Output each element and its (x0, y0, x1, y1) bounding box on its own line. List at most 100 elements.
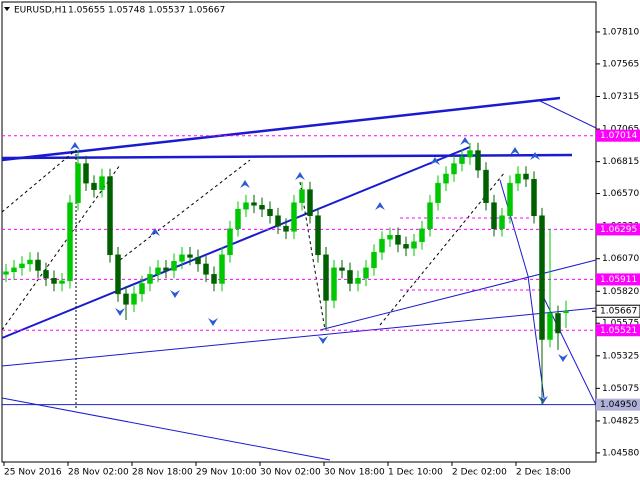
candle-body (187, 254, 193, 258)
candle-body (467, 150, 473, 158)
y-tick-label: 1.06570 (602, 189, 639, 199)
candle-body (123, 293, 129, 305)
candle-body (203, 263, 209, 275)
x-tick-label: 30 Nov 18:00 (324, 468, 385, 478)
y-tick-label: 1.06815 (602, 157, 639, 167)
candle-body (379, 238, 385, 253)
candle-body (11, 267, 17, 272)
candle-body (227, 228, 233, 256)
candle-body (539, 215, 545, 340)
candle-body (315, 215, 321, 256)
candle-body (547, 313, 553, 340)
menu-arrow (4, 7, 10, 11)
candle-body (507, 182, 513, 216)
candle-body (147, 274, 153, 284)
candle-body (307, 189, 313, 216)
candle-body (451, 163, 457, 175)
candles (3, 142, 569, 405)
x-tick-label: 29 Nov 10:00 (196, 468, 257, 478)
candle-body (3, 271, 9, 275)
level-label-box (596, 129, 640, 142)
x-tick-label: 28 Nov 18:00 (132, 468, 193, 478)
level-label: 1.06295 (600, 225, 637, 235)
candle-body (427, 202, 433, 229)
candle-body (259, 205, 265, 210)
candle-body (459, 156, 465, 164)
y-tick-label: 1.05075 (602, 384, 639, 394)
current-price-label: 1.05667 (600, 307, 637, 317)
y-tick-label: 1.07065 (602, 125, 639, 135)
y-tick-label: 1.04580 (602, 448, 639, 458)
y-tick-label: 1.07565 (602, 59, 639, 69)
candle-body (347, 270, 353, 284)
candle-body (323, 254, 329, 301)
candle-body (419, 228, 425, 243)
support-label-box (596, 398, 640, 411)
level-label: 1.05521 (600, 326, 637, 336)
candle-body (27, 259, 33, 265)
x-tick-label: 30 Nov 02:00 (260, 468, 321, 478)
y-tick-label: 1.04825 (602, 416, 639, 426)
candle-body (299, 189, 305, 203)
x-tick-label: 2 Dec 02:00 (452, 468, 507, 478)
current-price-box (595, 304, 640, 318)
candle-body (275, 215, 281, 227)
candle-body (491, 202, 497, 229)
candle-body (163, 267, 169, 271)
level-label-box (596, 324, 640, 337)
candle-body (75, 163, 81, 203)
candle-body (435, 182, 441, 203)
ohlc-high: 1.05748 (108, 6, 145, 16)
ohlc-close: 1.05667 (188, 6, 225, 16)
level-label-box (596, 273, 640, 286)
candle-body (91, 182, 97, 190)
candle-body (171, 261, 177, 271)
y-tick-label: 1.05820 (602, 287, 639, 297)
chart-symbol: EURUSD,H1 (14, 6, 67, 16)
ohlc-low: 1.05537 (148, 6, 185, 16)
candle-body (291, 202, 297, 232)
y-tick-label: 1.05325 (602, 351, 639, 361)
candle-body (267, 208, 273, 216)
x-tick-label: 1 Dec 10:00 (388, 468, 443, 478)
candle-body (411, 241, 417, 249)
x-tick-label: 28 Nov 02:00 (68, 468, 129, 478)
candle-body (19, 263, 25, 269)
y-tick-label: 1.05575 (602, 319, 639, 329)
candle-body (243, 202, 249, 210)
candle-body (251, 202, 257, 206)
candle-body (283, 225, 289, 232)
candle-body (43, 270, 49, 279)
y-tick-label: 1.06070 (602, 254, 639, 264)
candle-body (155, 267, 161, 275)
candle-body (531, 178, 537, 216)
candle-body (563, 310, 569, 314)
level-label: 1.05911 (600, 275, 637, 285)
candle-body (107, 176, 113, 256)
candle-body (395, 235, 401, 245)
candle-body (195, 257, 201, 265)
candle-body (211, 274, 217, 284)
signal-arrows (70, 137, 568, 404)
candle-body (139, 283, 145, 295)
candle-body (83, 163, 89, 184)
level-label-box (596, 223, 640, 236)
trend-lines (1, 96, 597, 461)
candle-body (131, 293, 137, 305)
candle-body (67, 202, 73, 282)
level-label: 1.07014 (600, 131, 637, 141)
candle-body (363, 267, 369, 279)
candle-body (483, 169, 489, 203)
candle-body (355, 278, 361, 284)
x-tick-label: 25 Nov 2016 (4, 468, 62, 478)
plot-frame (1, 1, 597, 463)
candle-body (475, 150, 481, 171)
candle-body (523, 173, 529, 180)
candle-body (235, 208, 241, 229)
candle-body (219, 254, 225, 284)
candle-body (371, 251, 377, 269)
ohlc-open: 1.05655 (68, 6, 105, 16)
candle-body (403, 244, 409, 249)
candle-body (443, 173, 449, 184)
candle-body (339, 267, 345, 271)
